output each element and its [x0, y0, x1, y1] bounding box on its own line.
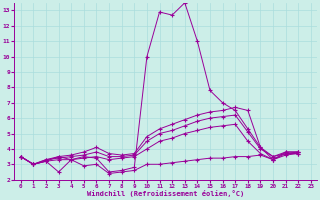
X-axis label: Windchill (Refroidissement éolien,°C): Windchill (Refroidissement éolien,°C)	[87, 190, 244, 197]
